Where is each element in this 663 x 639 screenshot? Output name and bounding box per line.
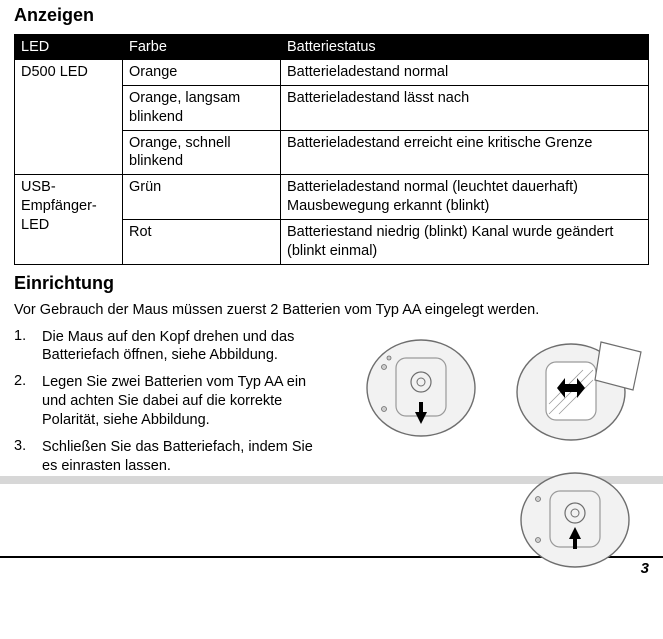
step-number: 1. [14, 328, 42, 344]
th-status: Batteriestatus [281, 35, 649, 60]
cell-led: USB-Empfänger-LED [15, 175, 123, 264]
cell-status: Batterieladestand normal (leuchtet dauer… [281, 175, 649, 220]
th-led: LED [15, 35, 123, 60]
mouse-battery-insert-icon [501, 332, 649, 447]
cell-status: Batterieladestand normal [281, 60, 649, 86]
cell-status: Batteriestand niedrig (blinkt) Kanal wur… [281, 219, 649, 264]
cell-led: D500 LED [15, 60, 123, 175]
table-row: USB-Empfänger-LED Grün Batterieladestand… [15, 175, 649, 220]
cell-farbe: Grün [123, 175, 281, 220]
th-farbe: Farbe [123, 35, 281, 60]
cell-farbe: Rot [123, 219, 281, 264]
step-number: 2. [14, 373, 42, 389]
step-number: 3. [14, 438, 42, 454]
mouse-bottom-icon [349, 332, 494, 447]
heading-anzeigen: Anzeigen [14, 5, 649, 26]
cell-farbe: Orange, langsam blinkend [123, 85, 281, 130]
step-text: Die Maus auf den Kopf drehen und das Bat… [42, 328, 332, 366]
heading-einrichtung: Einrichtung [14, 273, 649, 294]
figures [349, 332, 649, 575]
status-table: LED Farbe Batteriestatus D500 LED Orange… [14, 34, 649, 265]
cell-status: Batterieladestand lässt nach [281, 85, 649, 130]
cell-farbe: Orange, schnell blinkend [123, 130, 281, 175]
step-text: Legen Sie zwei Batterien vom Typ AA ein … [42, 373, 332, 430]
intro-text: Vor Gebrauch der Maus müssen zuerst 2 Ba… [14, 302, 649, 318]
cell-status: Batterieladestand erreicht eine kritisch… [281, 130, 649, 175]
step-text: Schließen Sie das Batteriefach, indem Si… [42, 438, 332, 476]
cell-farbe: Orange [123, 60, 281, 86]
mouse-close-cover-icon [501, 465, 649, 575]
table-row: D500 LED Orange Batterieladestand normal [15, 60, 649, 86]
